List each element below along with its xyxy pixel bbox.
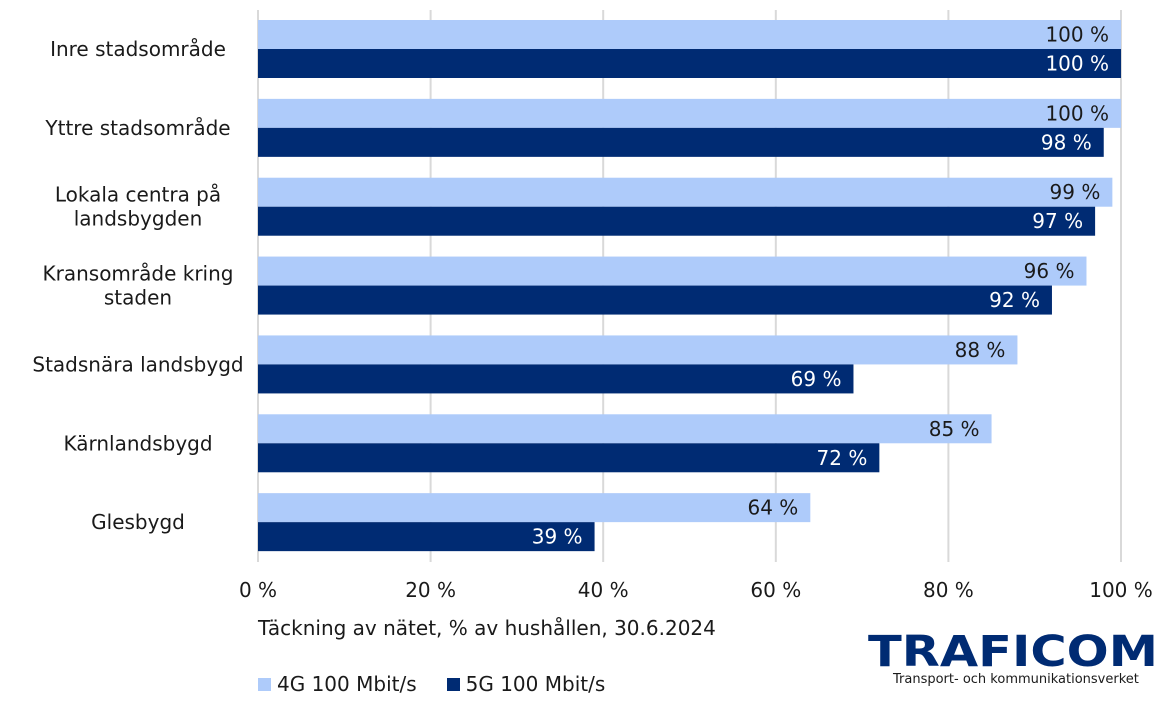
category-label-3: Kransområde kring staden xyxy=(43,262,234,310)
category-labels: Inre stadsområde Yttre stadsområde Lokala … xyxy=(32,37,243,534)
bar-5g-2 xyxy=(258,206,1096,236)
legend-item-4g: 4G 100 Mbit/s xyxy=(258,672,417,696)
data-label-5g-3: 92 % xyxy=(989,288,1040,312)
traficom-logo: TRAFICOM Transport- och kommunikationsve… xyxy=(866,627,1162,692)
bar-4g-6 xyxy=(258,493,811,523)
data-labels: 100 % 100 % 100 % 98 % 99 % 97 % 96 % 92 % 88 % 6… xyxy=(532,23,1109,549)
data-label-5g-6: 39 % xyxy=(532,525,583,549)
bar-5g-1 xyxy=(258,127,1104,157)
bar-5g-4 xyxy=(258,364,854,394)
category-label-5: Kärnlandsbygd xyxy=(63,431,212,455)
x-tick-label-40: 40 % xyxy=(578,578,629,602)
data-label-4g-1: 100 % xyxy=(1045,101,1109,125)
x-tick-label-20: 20 % xyxy=(405,578,456,602)
bar-5g-3 xyxy=(258,285,1052,315)
legend-item-5g: 5G 100 Mbit/s xyxy=(446,672,606,696)
traficom-wordmark: TRAFICOM xyxy=(868,627,1158,677)
data-label-5g-0: 100 % xyxy=(1045,52,1109,76)
category-label-6: Glesbygd xyxy=(91,510,185,534)
legend-swatch-4g xyxy=(258,677,271,691)
x-tick-label-0: 0 % xyxy=(239,578,277,602)
bar-4g-4 xyxy=(258,335,1018,365)
data-label-4g-0: 100 % xyxy=(1045,23,1109,47)
x-axis-label: Täckning av nätet, % av hushållen, 30.6.… xyxy=(258,616,716,640)
x-tick-label-80: 80 % xyxy=(923,578,974,602)
x-tick-label-100: 100 % xyxy=(1089,578,1153,602)
category-label-2: Lokala centra på landsbygden xyxy=(55,183,221,231)
category-label-1: Yttre stadsområde xyxy=(44,116,230,140)
bar-4g-5 xyxy=(258,414,992,444)
data-label-5g-4: 69 % xyxy=(791,367,842,391)
data-label-5g-1: 98 % xyxy=(1041,130,1092,154)
bars xyxy=(258,20,1121,552)
legend-label-5g: 5G 100 Mbit/s xyxy=(465,672,606,696)
bar-4g-0 xyxy=(258,20,1121,49)
bar-4g-2 xyxy=(258,177,1113,207)
bar-5g-5 xyxy=(258,443,880,473)
logo-tagline: Transport- och kommunikationsverket xyxy=(893,672,1139,687)
x-tick-label-60: 60 % xyxy=(750,578,801,602)
data-label-4g-3: 96 % xyxy=(1024,259,1075,283)
data-label-4g-4: 88 % xyxy=(955,338,1006,362)
data-label-5g-5: 72 % xyxy=(817,446,868,470)
data-label-4g-6: 64 % xyxy=(748,496,799,520)
category-label-0: Inre stadsområde xyxy=(50,37,226,61)
x-tick-labels: 0 % 20 % 40 % 60 % 80 % 100 % xyxy=(239,578,1153,602)
svg-text:TRAFICOM: TRAFICOM xyxy=(868,628,1158,672)
data-label-5g-2: 97 % xyxy=(1032,209,1083,233)
category-label-4: Stadsnära landsbygd xyxy=(32,352,243,376)
data-label-4g-5: 85 % xyxy=(929,417,980,441)
bar-5g-0 xyxy=(258,49,1121,78)
legend-swatch-5g xyxy=(446,677,460,691)
data-label-4g-2: 99 % xyxy=(1050,180,1101,204)
legend-label-4g: 4G 100 Mbit/s xyxy=(277,672,417,696)
bar-5g-6 xyxy=(258,522,595,552)
bar-4g-3 xyxy=(258,256,1087,286)
legend: 4G 100 Mbit/s 5G 100 Mbit/s xyxy=(258,672,635,696)
bar-4g-1 xyxy=(258,98,1121,128)
